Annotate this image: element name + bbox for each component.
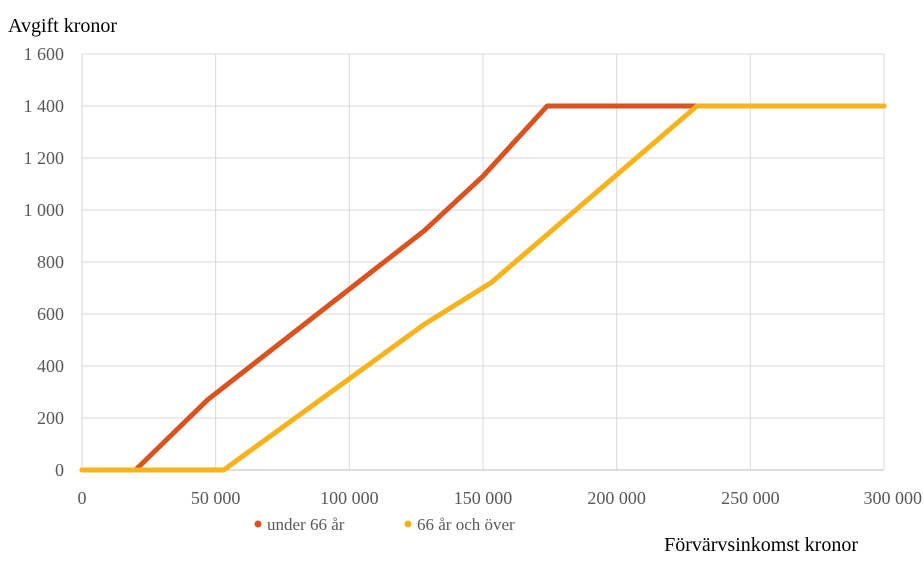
x-tick-label: 0 [78,488,87,508]
y-tick-label: 1 000 [24,200,65,220]
y-axis-title: Avgift kronor [8,15,117,37]
x-tick-label: 150 000 [454,488,513,508]
x-tick-labels: 0 50 000 100 000 150 000 200 000 250 000 300 0… [78,488,923,508]
x-tick-label: 200 000 [587,488,646,508]
legend-marker [404,520,412,528]
y-tick-label: 400 [37,356,64,376]
y-tick-label: 1 200 [24,148,65,168]
x-tick-label: 50 000 [191,488,241,508]
y-tick-label: 1 400 [24,96,65,116]
legend-marker [254,520,262,528]
y-tick-label: 1 600 [24,44,65,64]
legend-item: under 66 år [254,515,345,534]
y-tick-label: 800 [37,252,64,272]
y-tick-label: 0 [55,460,64,480]
x-tick-label: 250 000 [721,488,780,508]
y-tick-label: 200 [37,408,64,428]
y-tick-labels: 0 200 400 600 800 1 000 1 200 1 400 1 600 [24,44,65,480]
y-tick-label: 600 [37,304,64,324]
series-lines [79,103,887,473]
legend-label: under 66 år [267,515,345,534]
legend: under 66 år 66 år och över [254,515,515,534]
series-line [79,103,887,473]
x-tick-label: 100 000 [320,488,379,508]
x-tick-label: 300 000 [864,488,923,508]
legend-label: 66 år och över [417,515,515,534]
x-axis-title: Förvärvsinkomst kronor [664,534,858,556]
legend-item: 66 år och över [404,515,515,534]
grid [81,53,885,471]
